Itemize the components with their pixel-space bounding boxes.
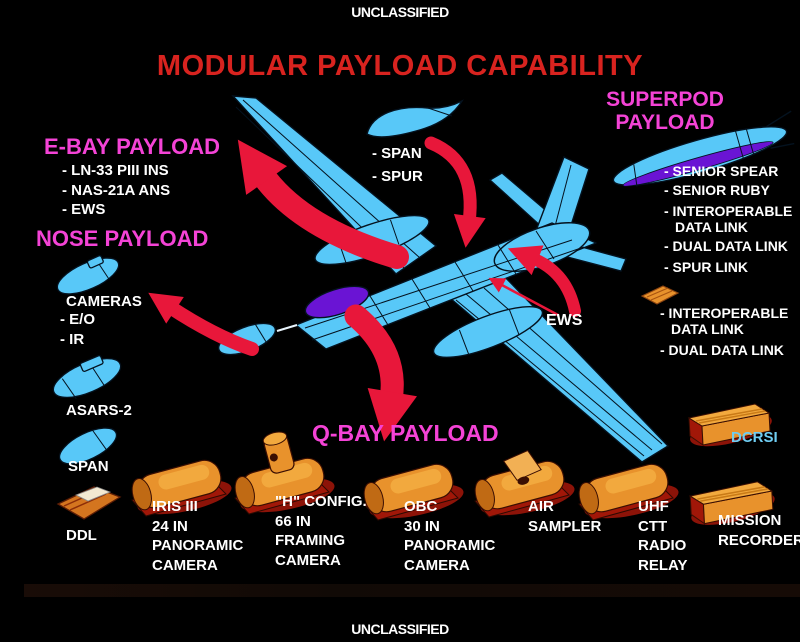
label-line: RECORDER — [718, 531, 800, 549]
h-config-label: "H" CONFIG. 66 IN FRAMING CAMERA — [275, 492, 367, 570]
nose-payload-header: NOSE PAYLOAD — [36, 226, 209, 251]
obc-label: OBC 30 IN PANORAMIC CAMERA — [404, 497, 495, 575]
data-link-plate-icon — [640, 285, 680, 305]
mission-recorder-label: MISSION RECORDER — [718, 511, 800, 550]
uhf-ctt-label: UHF CTT RADIO RELAY — [638, 497, 687, 575]
asars-label: ASARS-2 — [66, 402, 132, 419]
ebay-item: - NAS-21A ANS — [62, 181, 171, 199]
superpod-header-line: SUPERPOD — [606, 88, 724, 111]
label-line: UHF — [638, 498, 669, 515]
label-line: SAMPLER — [528, 517, 602, 535]
ebay-item: - EWS — [62, 201, 106, 218]
span-callout-line: - SPAN — [372, 145, 422, 162]
ddl-plate-icon — [56, 486, 122, 520]
camera-type-item: - IR — [60, 330, 85, 348]
label-line: CTT — [638, 517, 668, 535]
data-link-item: - DUAL DATA LINK — [660, 342, 784, 358]
span-label: SPAN — [68, 458, 109, 475]
label-line: "H" CONFIG. — [275, 493, 367, 510]
data-link-item: - INTEROPERABLE — [660, 305, 789, 321]
cameras-label: CAMERAS — [66, 293, 142, 310]
label-line: CAMERA — [404, 556, 470, 574]
superpod-item: - SENIOR SPEAR — [664, 163, 779, 179]
air-sampler-label: AIR SAMPLER — [528, 497, 601, 536]
canopy — [304, 285, 370, 319]
camera-type-list: - E/O - IR — [60, 310, 95, 349]
arrow-from-span-spur — [424, 136, 486, 248]
superpod-item: - SPUR LINK — [664, 259, 748, 275]
ebay-payload-list: - LN-33 PIII INS - NAS-21A ANS - EWS — [62, 161, 170, 220]
spur-callout-line: - SPUR — [372, 168, 423, 185]
h-config-icon — [231, 431, 338, 520]
label-line: RADIO — [638, 537, 687, 554]
label-line: 66 IN — [275, 512, 311, 530]
superpod-item-cont: DATA LINK — [675, 219, 748, 235]
superpod-item: - DUAL DATA LINK — [664, 238, 788, 254]
asars-2-nose-icon — [52, 355, 122, 400]
ddl-label: DDL — [66, 527, 97, 544]
superpod-purple-stripe — [622, 141, 774, 187]
arrow-to-ebay-payload — [237, 139, 409, 269]
superpod-header-line: PAYLOAD — [615, 111, 715, 134]
dcrsi-label: DCRSI — [731, 429, 778, 446]
label-line: OBC — [404, 498, 438, 515]
arrow-from-ews-curved — [507, 245, 581, 317]
label-line: CAMERA — [275, 551, 341, 569]
page-title: MODULAR PAYLOAD CAPABILITY — [156, 50, 644, 82]
label-line: MISSION — [718, 512, 782, 529]
label-line: FRAMING — [275, 532, 345, 549]
ews-callout: EWS — [546, 312, 583, 329]
superpod-payload-header: SUPERPOD PAYLOAD — [560, 88, 770, 134]
span-spur-pod-icon — [366, 99, 464, 138]
superpod-item: - INTEROPERABLE — [664, 203, 793, 219]
superpod-icon — [612, 110, 795, 187]
ebay-payload-header: E-BAY PAYLOAD — [44, 134, 221, 159]
label-line: RELAY — [638, 556, 688, 574]
iris-iii-label: IRIS III 24 IN PANORAMIC CAMERA — [152, 497, 243, 575]
label-line: AIR — [528, 498, 554, 515]
classification-banner-top: UNCLASSIFIED — [351, 4, 449, 20]
label-line: 30 IN — [404, 517, 440, 535]
classification-banner-bottom: UNCLASSIFIED — [351, 621, 449, 637]
span-spur-callout: - SPAN - SPUR — [372, 142, 423, 188]
superpod-item: - SENIOR RUBY — [664, 182, 770, 198]
camera-type-item: - E/O — [60, 311, 96, 328]
arrow-to-qbay-payload — [344, 304, 417, 442]
label-line: IRIS III — [152, 498, 198, 515]
label-line: 24 IN — [152, 517, 188, 535]
label-line: CAMERA — [152, 556, 218, 574]
qbay-payload-header: Q-BAY PAYLOAD — [312, 420, 499, 446]
label-line: PANORAMIC — [404, 537, 496, 554]
span-nose-icon — [58, 427, 118, 465]
bottom-smudge — [24, 584, 800, 597]
ebay-item: - LN-33 PIII INS — [62, 162, 169, 179]
air-sampler-icon — [471, 449, 578, 523]
data-link-item-cont: DATA LINK — [671, 321, 744, 337]
cameras-nose-icon — [56, 255, 120, 295]
arrow-to-nose-payload — [148, 292, 259, 356]
arrow-from-ews-thin — [488, 277, 560, 317]
label-line: PANORAMIC — [152, 537, 244, 554]
